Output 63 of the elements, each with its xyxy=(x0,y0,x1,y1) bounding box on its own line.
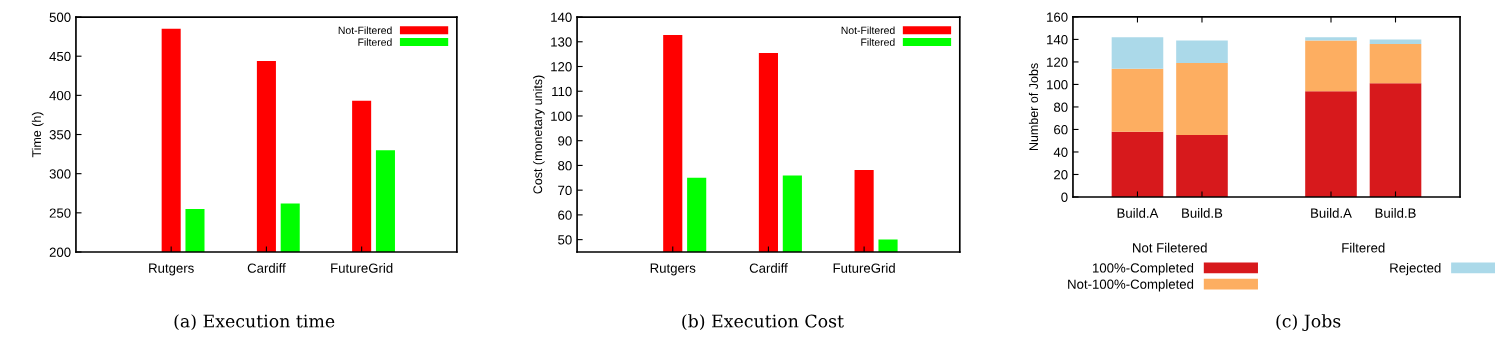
x-tick-label: Cardiff xyxy=(749,263,788,273)
y-tick-label: 70 xyxy=(558,185,572,196)
bar xyxy=(1369,43,1422,84)
y-tick-label: 60 xyxy=(558,210,572,220)
y-tick-label: 450 xyxy=(49,51,71,62)
bar xyxy=(1176,40,1228,64)
legend-label: Not-Filtered xyxy=(338,26,392,35)
y-tick-label: 120 xyxy=(551,62,572,72)
y-tick-label: 250 xyxy=(49,208,71,218)
y-tick-label: 60 xyxy=(1054,125,1068,135)
y-tick-label: 400 xyxy=(49,90,71,101)
bar xyxy=(1305,40,1357,92)
legend-label: Not-Filtered xyxy=(841,26,895,35)
x-tick-label: Cardiff xyxy=(247,263,286,273)
text: (a) Execution time xyxy=(174,314,335,331)
legend-label: Not-100%-Completed xyxy=(1068,279,1194,292)
y-tick-label: 40 xyxy=(1053,147,1068,157)
x-tick-label: Rutgers xyxy=(650,263,696,276)
y-axis-title: Number of Jobs xyxy=(1028,63,1039,151)
x-tick-label: Build.B xyxy=(1182,208,1223,218)
x-tick-label: Build.A xyxy=(1117,208,1159,218)
y-tick-label: 140 xyxy=(551,12,572,22)
y-tick-label: 130 xyxy=(551,37,572,47)
legend-label: Rejected xyxy=(1390,262,1441,276)
y-tick-label: 0 xyxy=(1061,192,1068,202)
y-tick-label: 80 xyxy=(1054,102,1068,112)
bar xyxy=(1111,68,1164,132)
y-tick-label: 300 xyxy=(49,169,71,179)
bar xyxy=(1305,91,1357,197)
text: (b) Execution Cost xyxy=(682,314,844,331)
y-tick-label: 100 xyxy=(1047,80,1068,90)
y-tick-label: 140 xyxy=(1047,34,1068,45)
y-tick-label: 80 xyxy=(558,161,572,171)
bar xyxy=(1176,63,1228,136)
legend-label: Filtered xyxy=(861,38,895,46)
x-tick-label: Build.A xyxy=(1311,208,1352,218)
y-tick-label: 200 xyxy=(49,247,71,257)
x-tick-label: FutureGrid xyxy=(331,263,393,273)
text: Not Filetered xyxy=(1133,242,1207,253)
y-tick-label: 100 xyxy=(551,111,572,121)
x-tick-label: FutureGrid xyxy=(833,263,895,273)
legend-label: Filtered xyxy=(358,38,392,46)
bar xyxy=(1369,39,1422,44)
bar xyxy=(1369,83,1422,197)
y-axis-title: Time (h) xyxy=(31,112,44,158)
y-tick-label: 20 xyxy=(1054,170,1068,180)
y-tick-label: 160 xyxy=(1047,12,1068,22)
bar xyxy=(1111,131,1164,197)
text: Filtered xyxy=(1342,242,1385,253)
y-tick-label: 110 xyxy=(552,86,572,97)
y-tick-label: 500 xyxy=(49,12,71,22)
bar xyxy=(1305,37,1357,41)
y-tick-label: 350 xyxy=(49,130,71,140)
bar xyxy=(1176,135,1228,197)
legend-label: 100%-Completed xyxy=(1093,262,1194,276)
y-tick-label: 50 xyxy=(558,235,572,245)
bar xyxy=(1111,37,1164,69)
y-tick-label: 90 xyxy=(558,136,572,146)
y-axis-title: Cost (monetary units) xyxy=(532,75,545,194)
text: (c) Jobs xyxy=(1276,314,1341,331)
y-tick-label: 120 xyxy=(1047,57,1068,67)
x-tick-label: Rutgers xyxy=(149,263,194,276)
x-tick-label: Build.B xyxy=(1375,208,1416,218)
